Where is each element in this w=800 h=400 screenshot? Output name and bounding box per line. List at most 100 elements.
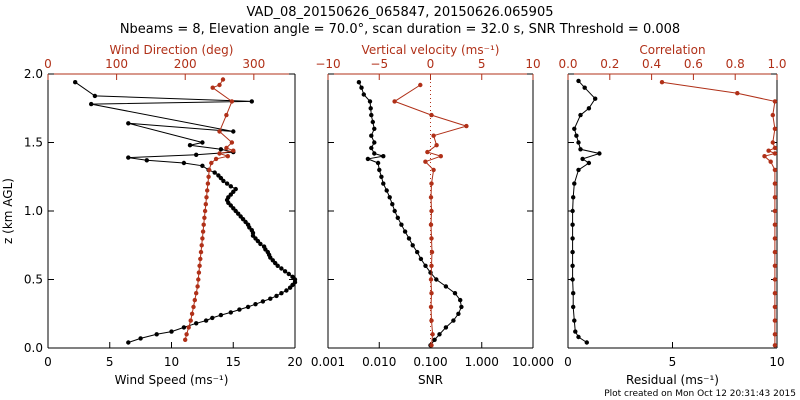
data-point-correlation-0: [570, 208, 575, 214]
data-point-vertical-1: [429, 236, 434, 241]
data-point-correlation-0: [570, 263, 575, 268]
data-point-wind-0: [221, 178, 226, 184]
data-point-vertical-1: [429, 112, 434, 118]
data-point-vertical-0: [361, 92, 366, 97]
data-point-correlation-1: [772, 332, 778, 337]
data-point-wind-1: [200, 229, 206, 234]
data-point-wind-1: [199, 243, 204, 248]
xtick-label-top: 200: [174, 57, 197, 71]
data-point-wind-0: [194, 152, 199, 157]
ytick-label: 0.0: [24, 341, 43, 355]
data-point-wind-0: [286, 271, 291, 277]
data-point-wind-1: [194, 291, 199, 296]
xtick-label-top: 300: [242, 57, 265, 71]
data-point-wind-0: [274, 293, 279, 299]
data-point-wind-1: [209, 160, 214, 166]
data-point-vertical-1: [429, 208, 434, 214]
data-point-wind-1: [188, 318, 193, 323]
xtick-label-top: 100: [105, 57, 128, 71]
xtick-label-top: 1.0: [767, 57, 786, 71]
data-point-vertical-0: [456, 311, 461, 316]
data-point-correlation-1: [772, 304, 778, 310]
data-point-wind-0: [203, 318, 209, 323]
data-point-wind-1: [197, 263, 202, 268]
data-point-wind-0: [284, 288, 289, 293]
data-point-wind-0: [169, 329, 174, 334]
data-point-vertical-0: [370, 119, 375, 125]
data-point-vertical-1: [431, 167, 436, 173]
x-axis-label-bottom: Wind Speed (ms⁻¹): [115, 373, 229, 387]
data-point-vertical-0: [372, 126, 377, 131]
xtick-label-bottom: 20: [287, 355, 302, 369]
data-point-wind-1: [224, 145, 229, 151]
data-point-wind-1: [203, 202, 208, 207]
data-point-correlation-0: [570, 236, 575, 241]
data-point-vertical-0: [395, 215, 400, 220]
data-point-vertical-0: [392, 208, 397, 214]
data-point-vertical-1: [392, 99, 397, 104]
data-point-wind-1: [231, 148, 236, 153]
data-point-wind-0: [224, 181, 230, 186]
data-point-vertical-0: [443, 325, 449, 330]
data-point-wind-0: [218, 147, 224, 152]
xtick-label-bottom: 1.000: [465, 355, 499, 369]
xtick-label-top: 0.2: [600, 57, 619, 71]
data-point-correlation-1: [768, 159, 773, 164]
data-point-vertical-1: [418, 82, 423, 88]
data-point-correlation-1: [770, 112, 775, 118]
data-point-correlation-0: [576, 334, 581, 340]
data-point-correlation-1: [772, 126, 778, 131]
data-point-vertical-1: [428, 195, 434, 200]
xtick-label-bottom: 5: [106, 355, 114, 369]
data-point-wind-0: [212, 170, 217, 175]
data-point-vertical-1: [429, 263, 434, 268]
data-point-vertical-1: [428, 304, 434, 310]
data-point-correlation-0: [586, 106, 592, 111]
data-point-wind-0: [228, 310, 233, 315]
data-point-wind-1: [205, 181, 211, 186]
data-point-vertical-0: [379, 174, 384, 179]
data-point-wind-1: [210, 85, 215, 90]
data-point-wind-0: [228, 184, 233, 189]
xtick-label-bottom: 5: [669, 355, 677, 369]
data-point-wind-0: [194, 321, 199, 326]
data-point-correlation-0: [570, 249, 575, 255]
data-point-wind-0: [249, 99, 254, 104]
data-point-vertical-1: [438, 154, 443, 159]
data-point-correlation-0: [576, 78, 581, 84]
data-point-wind-1: [204, 195, 209, 200]
data-point-correlation-1: [766, 148, 771, 153]
ytick-label: 0.5: [24, 273, 43, 287]
data-point-vertical-1: [429, 181, 434, 186]
data-point-correlation-0: [570, 222, 575, 227]
x-axis-label-top: Correlation: [639, 43, 705, 57]
data-point-wind-0: [237, 307, 242, 312]
data-point-correlation-1: [770, 140, 775, 145]
xtick-label-top: 0.0: [558, 57, 577, 71]
data-point-vertical-0: [381, 181, 386, 186]
data-point-correlation-1: [772, 181, 778, 186]
data-point-wind-1: [217, 129, 222, 134]
title-line1: VAD_08_20150626_065847, 20150626.065905: [247, 5, 554, 20]
data-point-vertical-0: [443, 284, 449, 289]
data-point-vertical-0: [369, 133, 374, 138]
data-point-wind-1: [189, 311, 195, 316]
xtick-label-bottom: 15: [226, 355, 241, 369]
data-point-correlation-1: [735, 91, 740, 96]
data-point-wind-0: [290, 274, 295, 279]
data-point-wind-0: [249, 228, 254, 233]
data-point-vertical-0: [432, 337, 437, 342]
data-point-wind-1: [202, 208, 208, 214]
data-point-wind-1: [198, 249, 204, 255]
data-point-wind-0: [233, 186, 238, 192]
data-point-vertical-0: [367, 99, 373, 104]
data-point-vertical-0: [451, 318, 456, 323]
data-point-wind-0: [245, 304, 251, 310]
data-point-correlation-0: [578, 147, 583, 152]
data-point-correlation-1: [772, 277, 778, 282]
data-point-vertical-0: [387, 195, 392, 200]
data-point-correlation-0: [574, 133, 579, 138]
data-point-wind-1: [224, 112, 229, 118]
data-point-correlation-1: [772, 343, 778, 348]
